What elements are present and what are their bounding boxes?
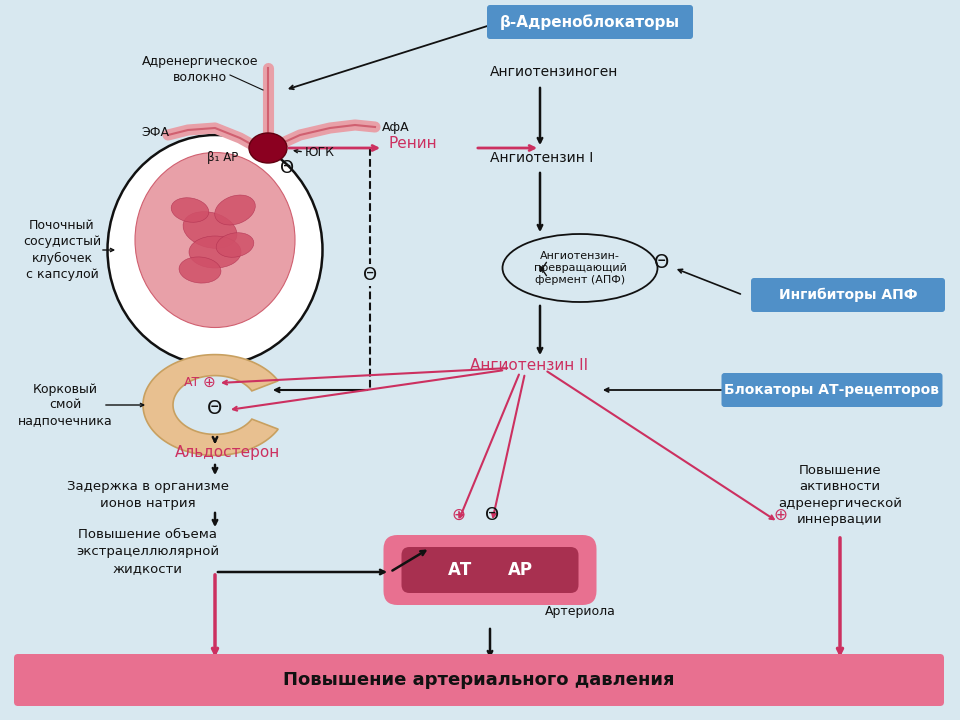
Text: β-Адреноблокаторы: β-Адреноблокаторы: [500, 14, 680, 30]
Ellipse shape: [215, 195, 255, 225]
Text: Задержка в организме
ионов натрия: Задержка в организме ионов натрия: [67, 480, 229, 510]
Text: Корковый
смой
надпочечника: Корковый смой надпочечника: [17, 382, 112, 428]
Text: Θ: Θ: [280, 159, 294, 177]
Text: ⊕: ⊕: [773, 506, 787, 524]
FancyBboxPatch shape: [487, 5, 693, 39]
FancyBboxPatch shape: [14, 654, 944, 706]
Text: Повышение артериального давления: Повышение артериального давления: [283, 671, 675, 689]
Ellipse shape: [183, 212, 237, 248]
Text: Θ: Θ: [207, 398, 223, 418]
FancyBboxPatch shape: [401, 547, 579, 593]
Text: Θ: Θ: [655, 253, 670, 271]
Text: ⊕: ⊕: [203, 374, 216, 390]
Ellipse shape: [216, 233, 253, 257]
Text: Θ: Θ: [363, 266, 377, 284]
Text: Ингибиторы АПФ: Ингибиторы АПФ: [779, 288, 918, 302]
Text: Повышение
активности
адренергической
иннервации: Повышение активности адренергической инн…: [778, 464, 902, 526]
Text: АфА: АфА: [382, 120, 410, 133]
Ellipse shape: [108, 135, 323, 365]
Ellipse shape: [249, 133, 287, 163]
Text: Блокаторы АТ-рецепторов: Блокаторы АТ-рецепторов: [725, 383, 940, 397]
Text: Ангиотензин II: Ангиотензин II: [470, 358, 588, 372]
Text: ⊕: ⊕: [451, 506, 465, 524]
Text: Почочный
сосудистый
клубочек
с капсулой: Почочный сосудистый клубочек с капсулой: [23, 220, 101, 281]
Text: Ангиотензиноген: Ангиотензиноген: [490, 65, 618, 79]
Text: АТ: АТ: [183, 376, 200, 389]
Text: ЭФА: ЭФА: [141, 127, 169, 140]
Text: Ангиотензин-
превращающий
фермент (АПФ): Ангиотензин- превращающий фермент (АПФ): [534, 251, 627, 285]
Polygon shape: [143, 355, 278, 455]
Text: Θ: Θ: [485, 506, 499, 524]
Ellipse shape: [189, 236, 241, 268]
Text: Ренин: Ренин: [388, 137, 437, 151]
Text: β₁ АР: β₁ АР: [206, 150, 238, 163]
FancyBboxPatch shape: [722, 373, 943, 407]
Ellipse shape: [180, 257, 221, 283]
Text: Повышение тонуса
мышц сосудов: Повышение тонуса мышц сосудов: [422, 665, 558, 694]
Text: Артериола: Артериола: [545, 605, 616, 618]
Text: Повышение объема
экстрацеллюлярной
жидкости: Повышение объема экстрацеллюлярной жидко…: [77, 528, 220, 575]
Text: ЮГК: ЮГК: [305, 145, 335, 158]
FancyBboxPatch shape: [751, 278, 945, 312]
Ellipse shape: [135, 153, 295, 328]
Text: АР: АР: [508, 561, 533, 579]
Ellipse shape: [171, 198, 209, 222]
Text: Ангиотензин I: Ангиотензин I: [490, 151, 593, 165]
Text: АТ: АТ: [448, 561, 472, 579]
Text: Адренергическое
волокно: Адренергическое волокно: [142, 55, 258, 84]
FancyBboxPatch shape: [383, 535, 596, 605]
Text: Альдостерон: Альдостерон: [175, 446, 280, 461]
